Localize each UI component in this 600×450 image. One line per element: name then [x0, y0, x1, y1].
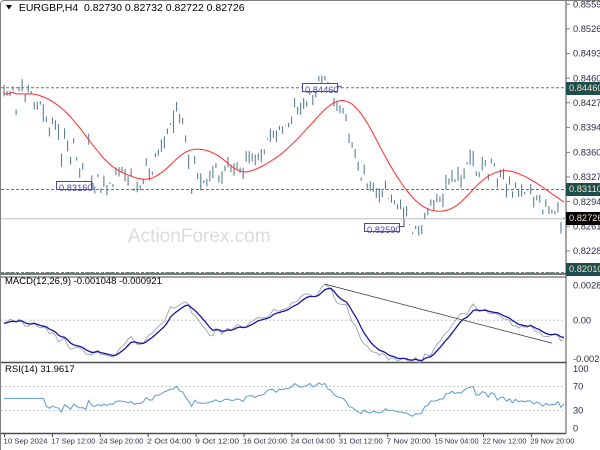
- svg-text:24 Sep 20:00: 24 Sep 20:00: [99, 437, 143, 446]
- svg-text:30: 30: [573, 406, 583, 416]
- svg-text:24 Oct 04:00: 24 Oct 04:00: [291, 437, 335, 446]
- svg-text:17 Sep 12:00: 17 Sep 12:00: [51, 437, 95, 446]
- svg-text:0.83605: 0.83605: [573, 148, 600, 158]
- svg-text:0.82285: 0.82285: [573, 246, 600, 256]
- svg-text:0.002893: 0.002893: [573, 281, 600, 291]
- svg-text:100: 100: [573, 364, 589, 374]
- svg-text:29 Nov 20:00: 29 Nov 20:00: [530, 437, 574, 446]
- svg-text:0.85260: 0.85260: [573, 24, 600, 34]
- svg-text:7 Nov 20:00: 7 Nov 20:00: [387, 437, 431, 446]
- svg-text:0.00: 0.00: [573, 316, 591, 326]
- svg-text:70: 70: [573, 382, 583, 392]
- svg-text:9 Oct 12:00: 9 Oct 12:00: [195, 437, 239, 446]
- svg-text:15 Nov 04:00: 15 Nov 04:00: [435, 437, 479, 446]
- svg-text:0.84270: 0.84270: [573, 98, 600, 108]
- svg-text:0.82945: 0.82945: [573, 197, 600, 207]
- svg-text:10 Sep 2024: 10 Sep 2024: [4, 437, 48, 446]
- svg-text:2 Oct 04:00: 2 Oct 04:00: [147, 437, 191, 446]
- svg-text:22 Nov 12:00: 22 Nov 12:00: [483, 437, 527, 446]
- svg-text:16 Oct 20:00: 16 Oct 20:00: [243, 437, 287, 446]
- svg-text:0.85590: 0.85590: [573, 1, 600, 10]
- svg-text:31 Oct 12:00: 31 Oct 12:00: [339, 437, 383, 446]
- svg-text:0: 0: [573, 424, 578, 434]
- svg-text:0.83275: 0.83275: [573, 172, 600, 182]
- svg-text:-0.002852: -0.002852: [573, 354, 600, 364]
- svg-text:0.83940: 0.83940: [573, 123, 600, 133]
- svg-text:0.84930: 0.84930: [573, 49, 600, 59]
